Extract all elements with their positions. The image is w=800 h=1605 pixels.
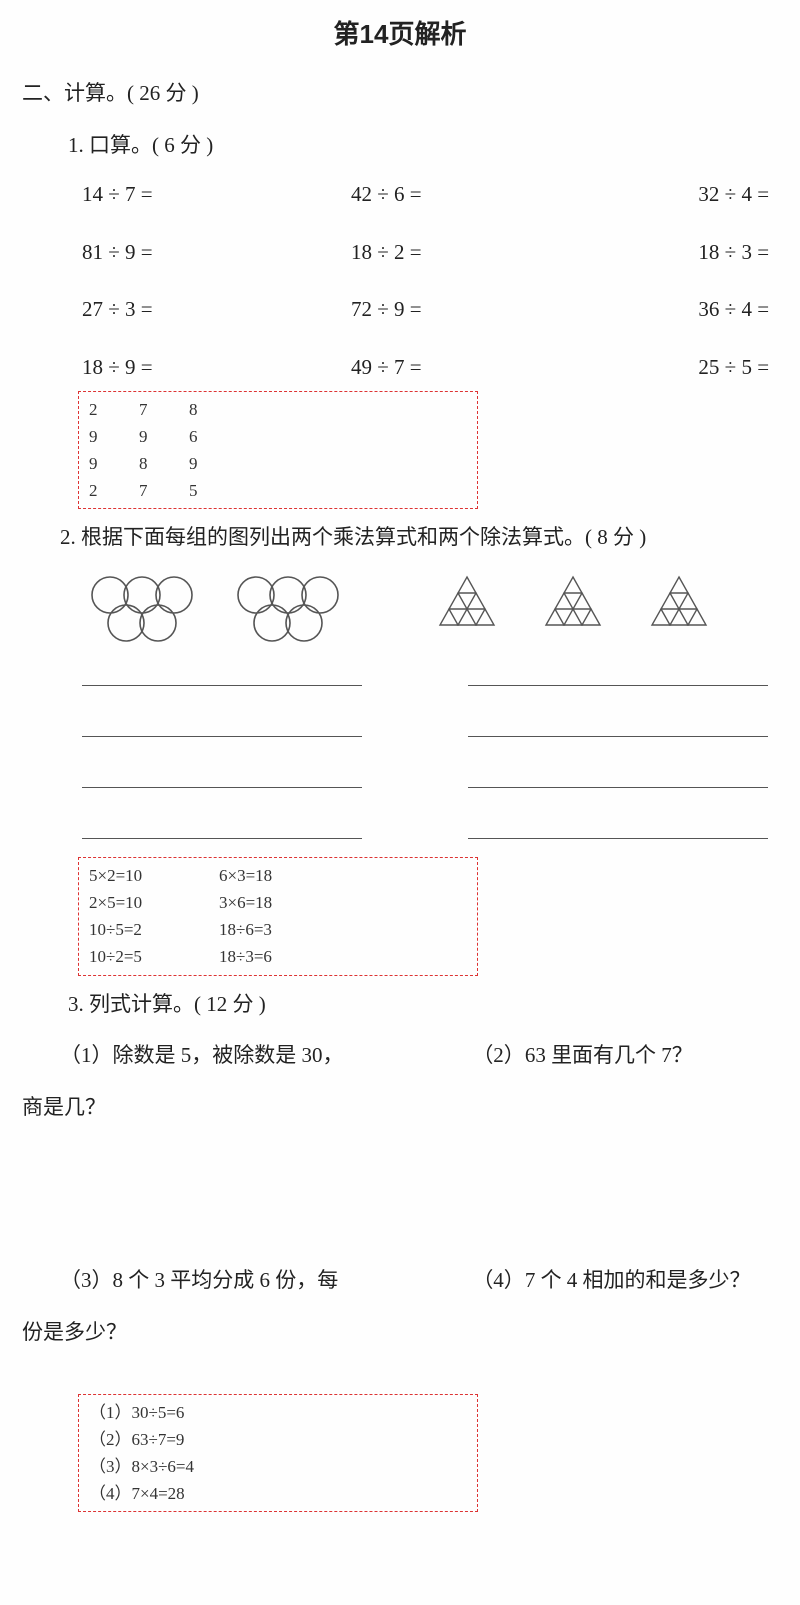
answer-value: 10÷5=2 bbox=[89, 916, 219, 943]
answer-row: 5×2=106×3=18 bbox=[89, 862, 467, 889]
answer-value: 2 bbox=[89, 477, 139, 504]
q3-item-4: （4）7 个 4 相加的和是多少？ bbox=[472, 1264, 776, 1298]
answer-value: 9 bbox=[89, 423, 139, 450]
q2-heading: 2. 根据下面每组的图列出两个乘法算式和两个除法算式。( 8 分 ) bbox=[60, 521, 786, 555]
answer-value: 8 bbox=[139, 450, 189, 477]
blank-line bbox=[82, 736, 362, 737]
q1-cell: 49 ÷ 7 = bbox=[311, 351, 540, 385]
q1-cell: 27 ÷ 3 = bbox=[82, 293, 311, 327]
q3-row-2: （3）8 个 3 平均分成 6 份，每 （4）7 个 4 相加的和是多少？ bbox=[60, 1264, 776, 1298]
q1-row: 81 ÷ 9 = 18 ÷ 2 = 18 ÷ 3 = bbox=[82, 236, 776, 270]
q1-cell: 18 ÷ 9 = bbox=[82, 351, 311, 385]
q1-cell: 72 ÷ 9 = bbox=[311, 293, 540, 327]
triangle-pyramid-icon bbox=[428, 573, 506, 629]
q1-cell: 36 ÷ 4 = bbox=[540, 293, 769, 327]
q3-item-1: （1）除数是 5，被除数是 30， bbox=[60, 1039, 432, 1073]
answer-row: 989 bbox=[89, 450, 467, 477]
answer-value: 2×5=10 bbox=[89, 889, 219, 916]
answer-value: 3×6=18 bbox=[219, 889, 349, 916]
q1-row: 27 ÷ 3 = 72 ÷ 9 = 36 ÷ 4 = bbox=[82, 293, 776, 327]
content-region: 二、计算。( 26 分 ) 1. 口算。( 6 分 ) 14 ÷ 7 = 42 … bbox=[0, 77, 800, 1564]
answer-line: （1）30÷5=6 bbox=[89, 1399, 467, 1426]
q2-answer-box: 5×2=106×3=18 2×5=103×6=18 10÷5=218÷6=3 1… bbox=[78, 857, 478, 976]
q1-cell: 42 ÷ 6 = bbox=[311, 178, 540, 212]
q1-cell: 18 ÷ 3 = bbox=[540, 236, 769, 270]
answer-value: 7 bbox=[139, 477, 189, 504]
answer-line: （3）8×3÷6=4 bbox=[89, 1453, 467, 1480]
blank-line bbox=[82, 787, 362, 788]
answer-value: 2 bbox=[89, 396, 139, 423]
q1-cell: 32 ÷ 4 = bbox=[540, 178, 769, 212]
answer-value: 5×2=10 bbox=[89, 862, 219, 889]
answer-value: 8 bbox=[189, 396, 239, 423]
blank-line bbox=[82, 685, 362, 686]
q3-row-1: （1）除数是 5，被除数是 30， （2）63 里面有几个 7？ bbox=[60, 1039, 776, 1073]
triangle-pyramid-icon bbox=[534, 573, 612, 629]
answer-value: 6 bbox=[189, 423, 239, 450]
circle-cluster-icon bbox=[82, 573, 202, 647]
answer-line: （4）7×4=28 bbox=[89, 1480, 467, 1507]
blank-col-right bbox=[468, 685, 768, 853]
q3-answer-box: （1）30÷5=6 （2）63÷7=9 （3）8×3÷6=4 （4）7×4=28 bbox=[78, 1394, 478, 1513]
blank-line bbox=[468, 685, 768, 686]
answer-row: 10÷2=518÷3=6 bbox=[89, 943, 467, 970]
answer-value: 6×3=18 bbox=[219, 862, 349, 889]
q3-label: （4） bbox=[472, 1268, 525, 1292]
answer-row: 996 bbox=[89, 423, 467, 450]
answer-value: 18÷6=3 bbox=[219, 916, 349, 943]
section2-heading: 二、计算。( 26 分 ) bbox=[22, 77, 786, 111]
q3-label: （2） bbox=[472, 1043, 525, 1067]
q1-heading: 1. 口算。( 6 分 ) bbox=[68, 129, 786, 163]
answer-value: 5 bbox=[189, 477, 239, 504]
q3-text: 除数是 5，被除数是 30， bbox=[113, 1043, 344, 1067]
q3-heading: 3. 列式计算。( 12 分 ) bbox=[68, 988, 786, 1022]
answer-value: 9 bbox=[139, 423, 189, 450]
q2-right-group bbox=[428, 573, 718, 647]
q3-item-3-tail: 份是多少？ bbox=[22, 1316, 786, 1350]
page-title: 第14页解析 bbox=[0, 0, 800, 67]
q1-row: 14 ÷ 7 = 42 ÷ 6 = 32 ÷ 4 = bbox=[82, 178, 776, 212]
answer-value: 10÷2=5 bbox=[89, 943, 219, 970]
q3-label: （3） bbox=[60, 1268, 113, 1292]
q2-figures bbox=[82, 573, 766, 647]
answer-row: 2×5=103×6=18 bbox=[89, 889, 467, 916]
answer-value: 7 bbox=[139, 396, 189, 423]
q2-blank-lines bbox=[82, 685, 766, 853]
blank-line bbox=[468, 736, 768, 737]
circle-cluster-icon bbox=[228, 573, 348, 647]
q3-text: 8 个 3 平均分成 6 份，每 bbox=[113, 1268, 339, 1292]
blank-line bbox=[468, 838, 768, 839]
answer-value: 9 bbox=[89, 450, 139, 477]
q1-grid: 14 ÷ 7 = 42 ÷ 6 = 32 ÷ 4 = 81 ÷ 9 = 18 ÷… bbox=[82, 178, 776, 384]
q3-label: （1） bbox=[60, 1043, 113, 1067]
q1-cell: 25 ÷ 5 = bbox=[540, 351, 769, 385]
blank-col-left bbox=[82, 685, 362, 853]
blank-line bbox=[468, 787, 768, 788]
blank-line bbox=[82, 838, 362, 839]
answer-row: 278 bbox=[89, 396, 467, 423]
answer-row: 275 bbox=[89, 477, 467, 504]
answer-value: 18÷3=6 bbox=[219, 943, 349, 970]
spacer bbox=[22, 1360, 786, 1390]
answer-value: 9 bbox=[189, 450, 239, 477]
q2-left-group bbox=[82, 573, 348, 647]
answer-row: 10÷5=218÷6=3 bbox=[89, 916, 467, 943]
q1-answer-box: 278 996 989 275 bbox=[78, 391, 478, 510]
q3-item-3: （3）8 个 3 平均分成 6 份，每 bbox=[60, 1264, 432, 1298]
answer-line: （2）63÷7=9 bbox=[89, 1426, 467, 1453]
q3-item-2: （2）63 里面有几个 7？ bbox=[472, 1039, 776, 1073]
triangle-pyramid-icon bbox=[640, 573, 718, 629]
spacer bbox=[22, 1134, 786, 1254]
q1-cell: 18 ÷ 2 = bbox=[311, 236, 540, 270]
q1-cell: 81 ÷ 9 = bbox=[82, 236, 311, 270]
q3-text: 7 个 4 相加的和是多少？ bbox=[525, 1268, 751, 1292]
q1-cell: 14 ÷ 7 = bbox=[82, 178, 311, 212]
q1-row: 18 ÷ 9 = 49 ÷ 7 = 25 ÷ 5 = bbox=[82, 351, 776, 385]
q3-item-1-tail: 商是几？ bbox=[22, 1091, 786, 1125]
q3-text: 63 里面有几个 7？ bbox=[525, 1043, 693, 1067]
